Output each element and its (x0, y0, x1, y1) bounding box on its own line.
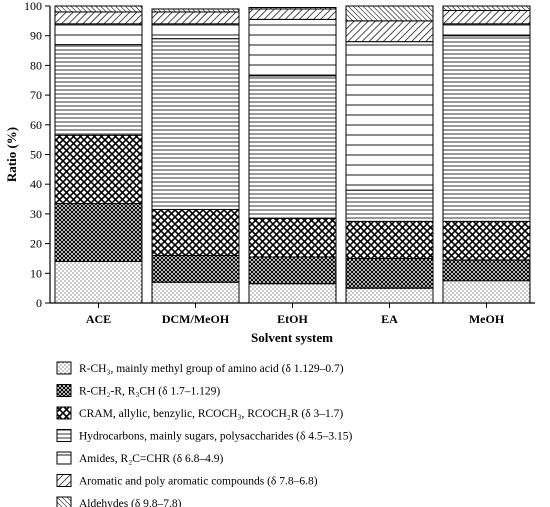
x-tick-label: EA (381, 312, 398, 326)
x-tick-label: ACE (86, 312, 111, 326)
legend-swatch-5 (56, 474, 72, 487)
bar-segment-dcm-meoh-6 (151, 8, 240, 13)
legend-swatch-1 (56, 384, 72, 397)
x-axis-title: Solvent system (251, 330, 333, 345)
y-tick-label: 50 (30, 148, 42, 162)
bars-layer (54, 5, 531, 304)
bar-segment-ea-5 (345, 20, 434, 43)
legend-label-4: Amides, R₂C=CHR (δ 6.8–4.9) (79, 453, 224, 465)
x-tick-label: EtOH (277, 312, 308, 326)
legend-swatch-2 (56, 406, 72, 420)
legend: R-CH₃, mainly methyl group of amino acid… (56, 361, 353, 507)
bar-segment-ace-0 (54, 260, 143, 304)
legend-label-3: Hydrocarbons, mainly sugars, polysacchar… (79, 431, 353, 443)
y-tick-label: 30 (30, 207, 42, 221)
bar-segment-ace-2 (54, 134, 143, 205)
bar-segment-meoh-6 (442, 5, 531, 11)
legend-label-6: Aldehydes (δ 9.8–7.8) (79, 498, 182, 507)
bar-segment-dcm-meoh-0 (151, 281, 240, 304)
bar-segment-etoh-1 (248, 256, 337, 285)
bar-segment-meoh-2 (442, 220, 531, 261)
bar-segment-etoh-4 (248, 18, 337, 77)
y-tick-label: 20 (30, 237, 42, 251)
bar-segment-ea-1 (345, 257, 434, 289)
legend-label-1: R-CH₂-R, R₃CH (δ 1.7–1.129) (79, 386, 220, 398)
bar-segment-ea-4 (345, 41, 434, 191)
axes-layer: ACE DCM/MeOH EtOH EA MeOH 0 10 20 30 40 50 60 70 80 90… (4, 0, 535, 345)
y-tick-label: 90 (30, 29, 42, 43)
bar-segment-etoh-0 (248, 283, 337, 304)
bar-segment-dcm-meoh-3 (151, 38, 240, 210)
y-tick-label: 0 (36, 296, 42, 310)
bar-segment-ea-0 (345, 287, 434, 304)
bar-segment-meoh-1 (442, 259, 531, 282)
bar-segment-dcm-meoh-5 (151, 11, 240, 25)
bar-segment-ace-1 (54, 203, 143, 262)
legend-label-5: Aromatic and poly aromatic compounds (δ … (79, 476, 318, 488)
bar-segment-etoh-5 (248, 8, 337, 20)
x-tick-label: MeOH (469, 312, 505, 326)
bar-segment-ace-5 (54, 11, 143, 25)
legend-label-2: CRAM, allylic, benzylic, RCOCH₃, RCOCH₂R… (79, 408, 343, 420)
bar-segment-ea-6 (345, 5, 434, 22)
bar-segment-meoh-3 (442, 35, 531, 222)
bar-segment-etoh-6 (248, 6, 337, 10)
bar-segment-ea-2 (345, 220, 434, 259)
y-tick-label: 80 (30, 58, 42, 72)
bar-segment-dcm-meoh-4 (151, 23, 240, 40)
y-tick-label: 40 (30, 177, 42, 191)
y-axis-title: Ratio (%) (4, 127, 19, 182)
y-tick-label: 70 (30, 88, 42, 102)
bar-segment-meoh-5 (442, 9, 531, 25)
y-tick-label: 10 (30, 266, 42, 280)
legend-swatch-4 (56, 451, 72, 465)
bar-segment-dcm-meoh-2 (151, 208, 240, 256)
legend-swatch-6 (56, 496, 72, 507)
bar-segment-etoh-2 (248, 217, 337, 258)
x-tick-label: DCM/MeOH (162, 312, 230, 326)
bar-segment-meoh-0 (442, 280, 531, 304)
bar-segment-etoh-3 (248, 75, 337, 219)
bar-segment-dcm-meoh-1 (151, 254, 240, 283)
y-tick-label: 100 (24, 0, 42, 13)
legend-label-0: R-CH₃, mainly methyl group of amino acid… (79, 363, 344, 375)
legend-swatch-0 (56, 361, 72, 375)
y-tick-label: 60 (30, 118, 42, 132)
bar-segment-ea-3 (345, 189, 434, 222)
bar-segment-ace-4 (54, 23, 143, 46)
bar-segment-ace-6 (54, 5, 143, 13)
bar-segment-ace-3 (54, 44, 143, 136)
bar-segment-meoh-4 (442, 23, 531, 37)
legend-swatch-3 (56, 429, 72, 442)
